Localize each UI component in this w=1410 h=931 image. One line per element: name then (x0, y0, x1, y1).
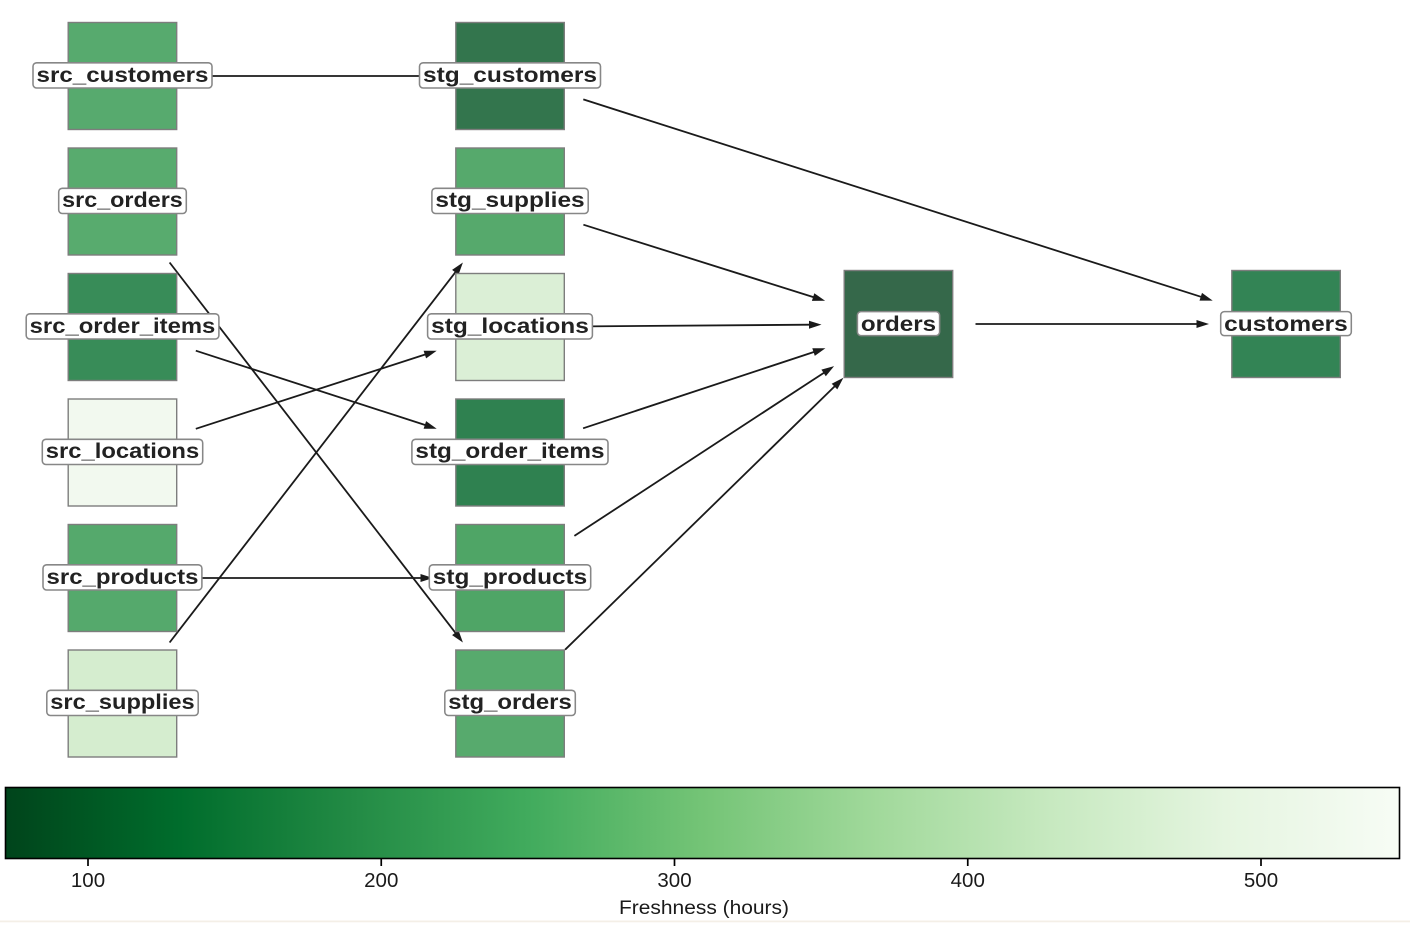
svg-text:src_orders: src_orders (62, 189, 183, 212)
svg-text:src_locations: src_locations (46, 440, 199, 463)
svg-text:src_products: src_products (47, 566, 199, 589)
svg-text:400: 400 (951, 869, 985, 892)
svg-text:src_customers: src_customers (37, 64, 209, 87)
svg-text:stg_customers: stg_customers (423, 64, 597, 87)
svg-text:stg_products: stg_products (433, 566, 587, 589)
svg-text:Freshness (hours): Freshness (hours) (619, 898, 789, 919)
svg-text:stg_orders: stg_orders (448, 691, 572, 714)
svg-text:src_supplies: src_supplies (50, 691, 194, 714)
svg-text:stg_locations: stg_locations (431, 315, 589, 338)
svg-text:src_order_items: src_order_items (30, 315, 216, 338)
svg-text:stg_order_items: stg_order_items (415, 440, 604, 463)
svg-text:stg_supplies: stg_supplies (435, 189, 584, 212)
svg-text:300: 300 (657, 869, 691, 892)
svg-text:500: 500 (1244, 869, 1278, 892)
svg-text:100: 100 (71, 869, 105, 892)
svg-text:orders: orders (861, 313, 936, 336)
svg-text:customers: customers (1224, 313, 1348, 336)
svg-text:200: 200 (364, 869, 398, 892)
